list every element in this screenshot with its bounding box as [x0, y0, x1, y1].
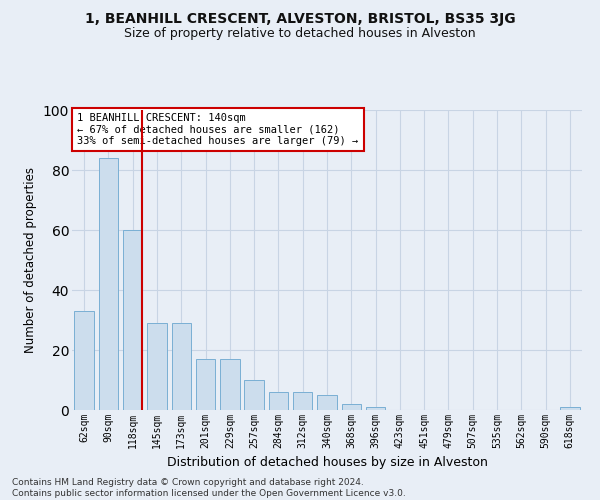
- Bar: [147, 323, 167, 410]
- Bar: [366, 407, 385, 410]
- Bar: [269, 392, 288, 410]
- Bar: [123, 230, 142, 410]
- X-axis label: Distribution of detached houses by size in Alveston: Distribution of detached houses by size …: [167, 456, 487, 469]
- Bar: [172, 323, 191, 410]
- Bar: [74, 311, 94, 410]
- Bar: [99, 158, 118, 410]
- Bar: [341, 404, 361, 410]
- Bar: [244, 380, 264, 410]
- Text: Contains HM Land Registry data © Crown copyright and database right 2024.
Contai: Contains HM Land Registry data © Crown c…: [12, 478, 406, 498]
- Bar: [220, 359, 239, 410]
- Text: 1 BEANHILL CRESCENT: 140sqm
← 67% of detached houses are smaller (162)
33% of se: 1 BEANHILL CRESCENT: 140sqm ← 67% of det…: [77, 113, 358, 146]
- Bar: [317, 395, 337, 410]
- Bar: [560, 407, 580, 410]
- Text: Size of property relative to detached houses in Alveston: Size of property relative to detached ho…: [124, 28, 476, 40]
- Y-axis label: Number of detached properties: Number of detached properties: [24, 167, 37, 353]
- Bar: [196, 359, 215, 410]
- Text: 1, BEANHILL CRESCENT, ALVESTON, BRISTOL, BS35 3JG: 1, BEANHILL CRESCENT, ALVESTON, BRISTOL,…: [85, 12, 515, 26]
- Bar: [293, 392, 313, 410]
